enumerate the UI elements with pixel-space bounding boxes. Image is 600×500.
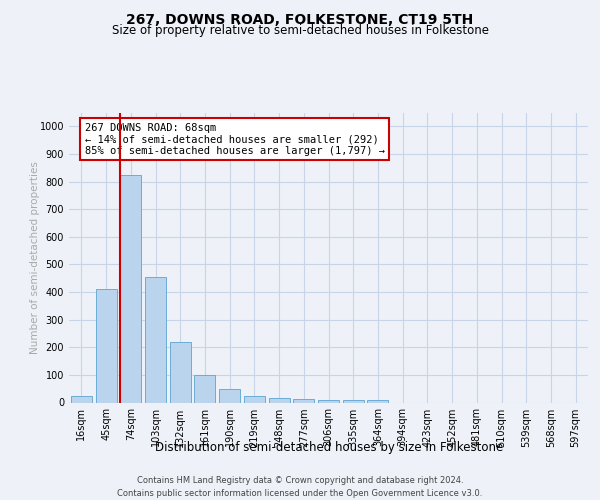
Bar — [219, 389, 240, 402]
Bar — [194, 375, 215, 402]
Bar — [170, 342, 191, 402]
Bar — [269, 398, 290, 402]
Text: Distribution of semi-detached houses by size in Folkestone: Distribution of semi-detached houses by … — [155, 441, 503, 454]
Bar — [145, 277, 166, 402]
Y-axis label: Number of semi-detached properties: Number of semi-detached properties — [31, 161, 40, 354]
Text: Contains HM Land Registry data © Crown copyright and database right 2024.
Contai: Contains HM Land Registry data © Crown c… — [118, 476, 482, 498]
Bar — [343, 400, 364, 402]
Text: 267, DOWNS ROAD, FOLKESTONE, CT19 5TH: 267, DOWNS ROAD, FOLKESTONE, CT19 5TH — [127, 12, 473, 26]
Bar — [367, 400, 388, 402]
Bar — [318, 400, 339, 402]
Bar — [120, 174, 141, 402]
Bar — [71, 396, 92, 402]
Text: 267 DOWNS ROAD: 68sqm
← 14% of semi-detached houses are smaller (292)
85% of sem: 267 DOWNS ROAD: 68sqm ← 14% of semi-deta… — [85, 122, 385, 156]
Text: Size of property relative to semi-detached houses in Folkestone: Size of property relative to semi-detach… — [112, 24, 488, 37]
Bar — [293, 399, 314, 402]
Bar — [95, 290, 116, 403]
Bar — [244, 396, 265, 402]
